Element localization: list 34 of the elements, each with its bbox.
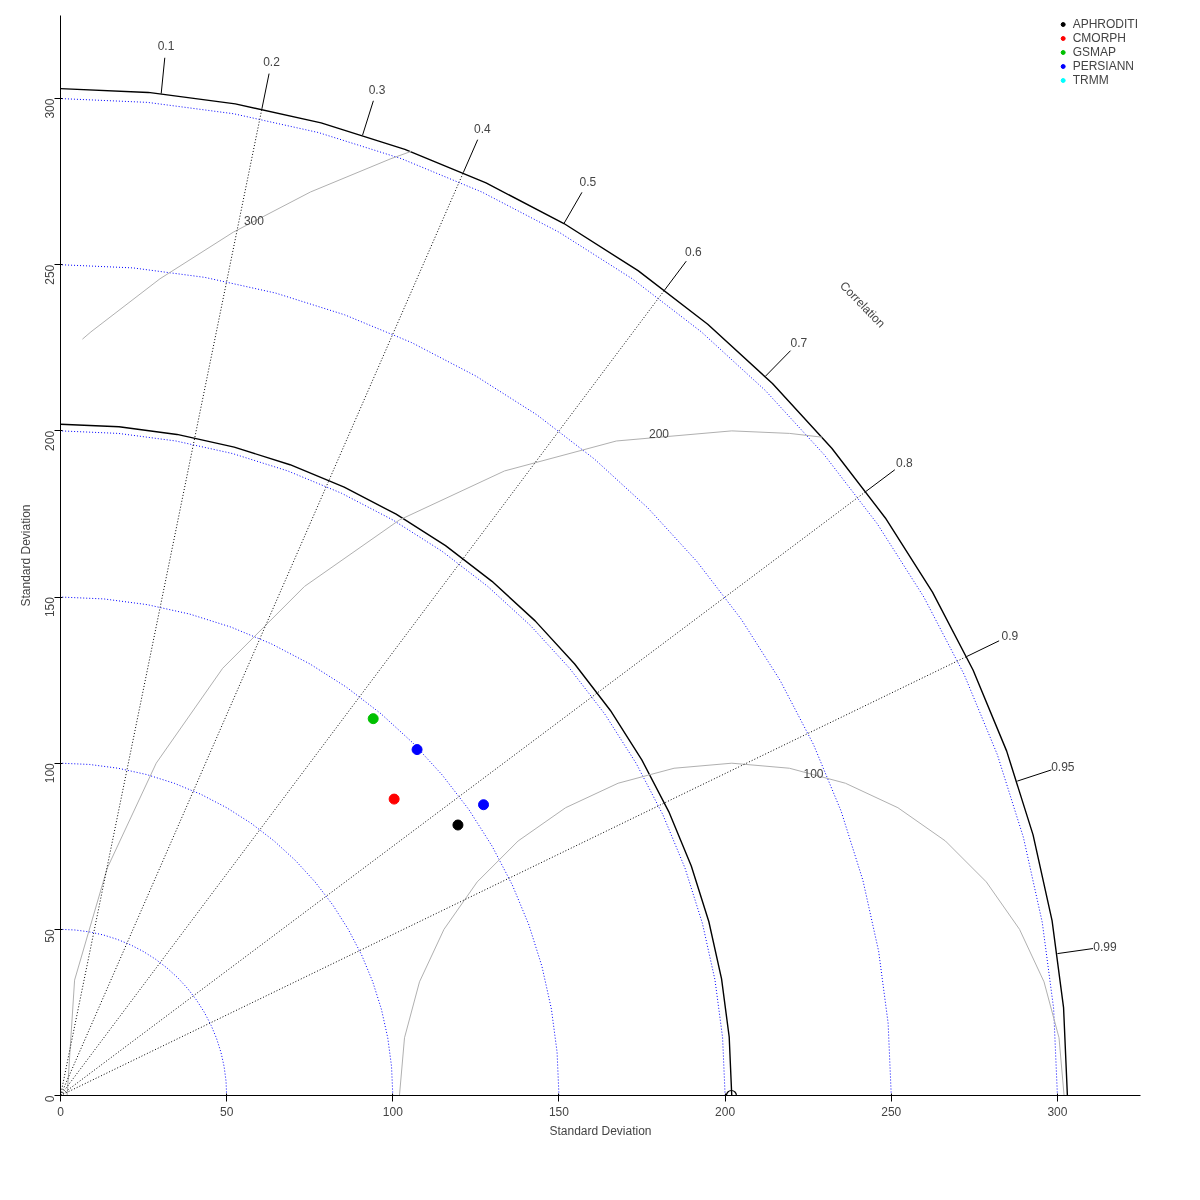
annotation: 300 — [243, 213, 265, 228]
x-tick-label: 250 — [881, 1104, 902, 1119]
y-tick-label: 300 — [43, 98, 57, 119]
legend-label: PERSIANN — [1072, 59, 1135, 73]
x-axis-title: Standard Deviation — [549, 1123, 652, 1138]
annotation: 0.5 — [579, 175, 597, 190]
x-tick-label: 200 — [715, 1104, 736, 1119]
legend-label: GSMAP — [1072, 45, 1116, 59]
x-tick-label: 50 — [219, 1104, 234, 1119]
annotation: 0.2 — [263, 55, 281, 70]
y-tick-label: 100 — [43, 762, 57, 784]
legend-label: APHRODITI — [1072, 17, 1138, 31]
annotation: 200 — [648, 427, 670, 442]
annotation: 0.3 — [368, 82, 386, 97]
annotation: 0.8 — [896, 456, 914, 471]
y-tick-label: 250 — [43, 264, 57, 285]
y-tick-label: 150 — [43, 596, 57, 618]
legend-label: TRMM — [1072, 73, 1109, 87]
annotation: 0.1 — [157, 39, 175, 54]
x-tick-label: 100 — [382, 1104, 404, 1119]
annotation: 100 — [803, 767, 824, 782]
x-tick-label: 300 — [1047, 1104, 1068, 1119]
annotation: 0.6 — [685, 245, 703, 260]
y-tick-label: 0 — [43, 1095, 57, 1103]
y-tick-label: 50 — [43, 929, 57, 943]
y-tick-label: 200 — [43, 430, 57, 451]
annotation: 0.99 — [1093, 940, 1117, 955]
y-axis-title: Standard Deviation — [18, 504, 33, 607]
annotation: 0.9 — [1001, 629, 1019, 644]
annotation: 0.7 — [790, 335, 808, 350]
legend-label: CMORPH — [1072, 31, 1126, 45]
annotation: 0.4 — [474, 122, 492, 137]
x-tick-label: 150 — [548, 1104, 570, 1119]
annotation: 0.95 — [1051, 759, 1075, 774]
